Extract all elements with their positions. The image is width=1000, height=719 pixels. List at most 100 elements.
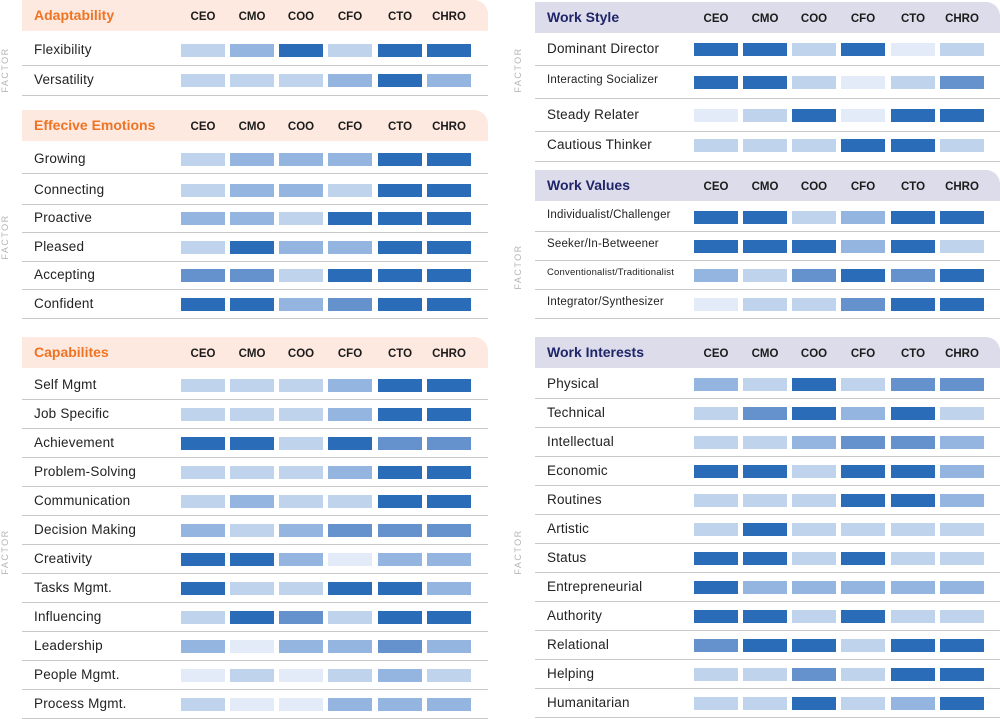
heat-cell-coo (279, 212, 323, 225)
row-label: Relational (547, 637, 610, 652)
heat-cell-cto (891, 552, 935, 565)
column-label-chro: CHRO (432, 348, 466, 360)
heat-cell-cmo (743, 465, 787, 478)
heat-cell-coo (792, 407, 836, 420)
heat-cell-chro (427, 524, 471, 537)
section-title: Adaptability (34, 7, 115, 23)
heat-cell-cfo (328, 466, 372, 479)
heat-cell-cmo (230, 524, 274, 537)
section-header: Work Interests CEO CMO COO CFO CTO CHRO (535, 337, 1000, 368)
row-label: Self Mgmt (34, 377, 97, 392)
row-label: Tasks Mgmt. (34, 580, 112, 595)
section-adaptability: Adaptability CEO CMO COO CFO CTO CHRO Flexibili… (22, 0, 488, 96)
heat-cell-ceo (694, 298, 738, 311)
heat-cell-coo (279, 44, 323, 57)
table-row: Dominant Director (535, 34, 1000, 66)
heat-cell-cmo (230, 153, 274, 166)
heat-cell-coo (792, 494, 836, 507)
table-row: Integrator/Synthesizer (535, 290, 1000, 319)
heat-cell-chro (427, 269, 471, 282)
heat-cell-coo (279, 698, 323, 711)
column-label-cto: CTO (900, 181, 926, 193)
row-label: Individualist/Challenger (547, 209, 671, 221)
table-row: Achievement (22, 429, 488, 458)
heat-cell-ceo (694, 240, 738, 253)
row-label: Intellectual (547, 434, 614, 449)
row-label: Helping (547, 666, 595, 681)
heat-cell-cfo (328, 298, 372, 311)
heat-cell-cto (378, 640, 422, 653)
heat-cell-cmo (230, 184, 274, 197)
heat-cell-chro (427, 553, 471, 566)
heat-cell-ceo (694, 211, 738, 224)
table-row: Connecting (22, 176, 488, 205)
row-label: Dominant Director (547, 41, 660, 56)
heat-cell-coo (792, 465, 836, 478)
heat-cell-coo (792, 43, 836, 56)
table-row: Individualist/Challenger (535, 203, 1000, 232)
row-label: Interacting Socializer (547, 74, 659, 86)
heat-cell-cmo (743, 668, 787, 681)
heat-cell-chro (427, 408, 471, 421)
heat-cell-cfo (841, 494, 885, 507)
section-title: Work Values (547, 177, 631, 193)
heat-cell-cmo (230, 582, 274, 595)
heat-cell-ceo (694, 269, 738, 282)
heat-cell-cmo (230, 640, 274, 653)
heat-cell-ceo (181, 269, 225, 282)
table-row: Status (535, 544, 1000, 573)
table-row: Job Specific (22, 400, 488, 429)
heat-cell-chro (940, 668, 984, 681)
column-label-cmo: CMO (751, 181, 779, 193)
heat-cell-cto (378, 524, 422, 537)
heat-cell-cfo (328, 153, 372, 166)
row-label: Economic (547, 463, 608, 478)
heat-cell-cto (891, 697, 935, 710)
heat-cell-chro (940, 240, 984, 253)
heat-cell-cfo (841, 109, 885, 122)
heat-cell-ceo (694, 610, 738, 623)
heat-cell-cto (891, 139, 935, 152)
heat-cell-ceo (694, 43, 738, 56)
heat-cell-chro (427, 466, 471, 479)
heat-cell-cmo (743, 610, 787, 623)
table-row: Authority (535, 602, 1000, 631)
heat-cell-cmo (230, 698, 274, 711)
table-row: Problem-Solving (22, 458, 488, 487)
heat-cell-chro (940, 465, 984, 478)
row-label: Authority (547, 608, 603, 623)
row-label: Physical (547, 376, 599, 391)
heat-cell-coo (792, 109, 836, 122)
heat-cell-ceo (181, 611, 225, 624)
heat-cell-cmo (743, 240, 787, 253)
heat-cell-cto (891, 610, 935, 623)
heat-cell-cfo (328, 44, 372, 57)
heat-cell-cfo (328, 212, 372, 225)
column-label-cmo: CMO (751, 13, 779, 25)
section-header: Adaptability CEO CMO COO CFO CTO CHRO (22, 0, 488, 31)
table-row: Economic (535, 457, 1000, 486)
row-label: Pleased (34, 239, 85, 254)
column-label-coo: COO (287, 348, 315, 360)
heat-cell-coo (279, 269, 323, 282)
section-header: Work Style CEO CMO COO CFO CTO CHRO (535, 2, 1000, 33)
heat-cell-cto (891, 639, 935, 652)
heat-cell-cfo (328, 74, 372, 87)
heat-cell-cto (891, 668, 935, 681)
column-label-chro: CHRO (432, 11, 466, 23)
heat-cell-cmo (230, 669, 274, 682)
column-label-cfo: CFO (850, 13, 876, 25)
heat-cell-cto (378, 437, 422, 450)
heat-cell-coo (792, 523, 836, 536)
row-label: Connecting (34, 182, 105, 197)
heat-cell-chro (940, 581, 984, 594)
factor-axis-label: FACTOR (513, 529, 523, 575)
column-label-cfo: CFO (337, 348, 363, 360)
heat-cell-coo (279, 669, 323, 682)
heat-cell-cfo (841, 465, 885, 478)
table-row: Process Mgmt. (22, 690, 488, 719)
heat-cell-cfo (328, 408, 372, 421)
heat-cell-coo (279, 553, 323, 566)
heat-cell-ceo (694, 407, 738, 420)
heat-cell-coo (792, 211, 836, 224)
